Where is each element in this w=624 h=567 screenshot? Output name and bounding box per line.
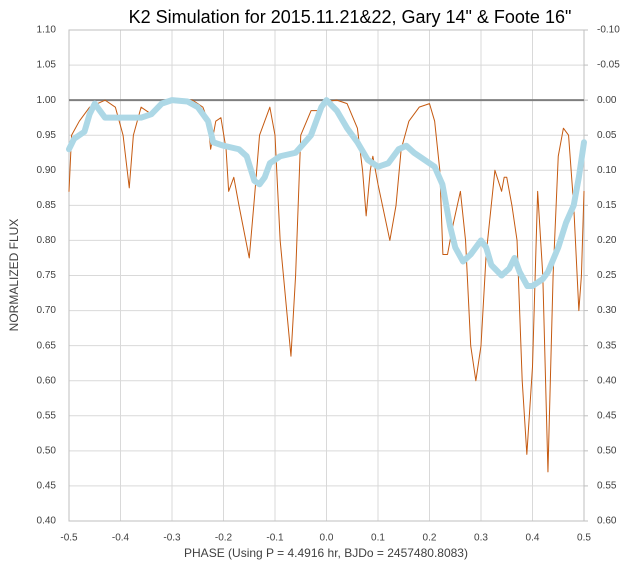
x-tick-label: 0.5 (577, 533, 591, 544)
y-tick-label: 0.70 (37, 305, 57, 316)
x-tick-label: 0.1 (371, 533, 385, 544)
y2-tick-label: 0.45 (597, 410, 617, 421)
y2-tick-label: 0.30 (597, 305, 617, 316)
y2-tick-label: 0.35 (597, 340, 617, 351)
x-tick-label: -0.4 (112, 533, 130, 544)
y-tick-label: 0.65 (37, 340, 57, 351)
y2-tick-label: 0.05 (597, 130, 617, 141)
y2-tick-label: -0.05 (597, 60, 620, 71)
y-tick-label: 0.75 (37, 270, 57, 281)
y-axis-label: NORMALIZED FLUX (7, 219, 21, 332)
y-tick-label: 1.10 (37, 25, 57, 36)
y-tick-label: 0.60 (37, 375, 57, 386)
y-tick-label: 0.80 (37, 235, 57, 246)
y2-tick-label: 0.60 (597, 516, 617, 527)
x-tick-label: 0.4 (526, 533, 540, 544)
y2-tick-label: 0.15 (597, 200, 617, 211)
x-tick-label: 0.2 (423, 533, 437, 544)
y-tick-label: 0.85 (37, 200, 57, 211)
x-tick-label: -0.3 (163, 533, 181, 544)
x-tick-label: 0.3 (474, 533, 488, 544)
y-tick-label: 0.45 (37, 481, 57, 492)
y-tick-label: 0.55 (37, 410, 57, 421)
y2-tick-label: 0.25 (597, 270, 617, 281)
chart-title: K2 Simulation for 2015.11.21&22, Gary 14… (129, 7, 572, 27)
y2-tick-label: 0.00 (597, 95, 617, 106)
y2-tick-label: 0.40 (597, 375, 617, 386)
y-tick-label: 0.50 (37, 445, 57, 456)
y-tick-label: 1.00 (37, 95, 57, 106)
x-tick-label: -0.1 (266, 533, 284, 544)
data-line (66, 97, 587, 290)
y2-tick-label: 0.55 (597, 481, 617, 492)
y-tick-label: 0.40 (37, 516, 57, 527)
y2-tick-label: 0.20 (597, 235, 617, 246)
y2-tick-label: 0.10 (597, 165, 617, 176)
y2-tick-label: -0.10 (597, 25, 620, 36)
y2-tick-label: 0.50 (597, 445, 617, 456)
x-axis-label: PHASE (Using P = 4.4916 hr, BJDo = 24574… (184, 546, 468, 560)
data-line (68, 99, 585, 473)
y-tick-label: 0.95 (37, 130, 57, 141)
y-tick-label: 1.05 (37, 60, 57, 71)
y-tick-label: 0.90 (37, 165, 57, 176)
plot-frame (68, 29, 585, 522)
x-tick-label: 0.0 (320, 533, 334, 544)
x-tick-label: -0.5 (60, 533, 78, 544)
x-tick-label: -0.2 (215, 533, 233, 544)
